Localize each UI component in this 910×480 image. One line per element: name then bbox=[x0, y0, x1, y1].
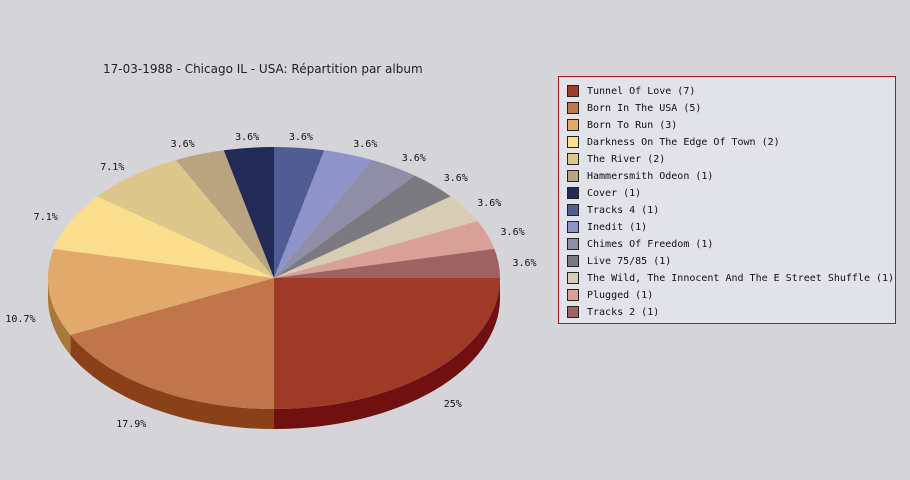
legend-swatch bbox=[567, 204, 579, 216]
pie-slice-4 bbox=[97, 159, 274, 278]
pie-slice-side-1 bbox=[70, 334, 274, 429]
pie-label-2: 10.7% bbox=[5, 314, 35, 325]
chart-title: 17-03-1988 - Chicago IL - USA: Répartiti… bbox=[103, 62, 423, 76]
pie-label-1: 17.9% bbox=[116, 419, 146, 430]
pie-slice-10 bbox=[274, 175, 451, 278]
pie-slice-13 bbox=[274, 248, 500, 278]
legend-item: Tracks 4 (1) bbox=[567, 203, 659, 217]
legend-item: Born In The USA (5) bbox=[567, 101, 701, 115]
legend-item: Darkness On The Edge Of Town (2) bbox=[567, 135, 780, 149]
legend-label: The Wild, The Innocent And The E Street … bbox=[587, 272, 895, 284]
legend-label: Born To Run (3) bbox=[587, 119, 678, 131]
pie-slice-12 bbox=[274, 221, 495, 278]
pie-label-5: 3.6% bbox=[171, 139, 195, 150]
pie-label-4: 7.1% bbox=[100, 162, 124, 173]
pie-label-8: 3.6% bbox=[353, 139, 377, 150]
legend-swatch bbox=[567, 85, 579, 97]
legend-item: Plugged (1) bbox=[567, 288, 653, 302]
pie-slice-side-0 bbox=[274, 278, 500, 429]
legend-swatch bbox=[567, 187, 579, 199]
legend-swatch bbox=[567, 136, 579, 148]
pie-label-13: 3.6% bbox=[512, 258, 536, 269]
legend-item: Hammersmith Odeon (1) bbox=[567, 169, 713, 183]
legend-swatch bbox=[567, 238, 579, 250]
pie-label-11: 3.6% bbox=[477, 198, 501, 209]
pie-slice-7 bbox=[274, 147, 325, 278]
pie-slice-side-2 bbox=[48, 278, 71, 355]
pie-label-3: 7.1% bbox=[34, 212, 58, 223]
legend-item: The River (2) bbox=[567, 152, 665, 166]
pie-slice-0 bbox=[274, 278, 500, 409]
legend-item: Inedit (1) bbox=[567, 220, 647, 234]
legend-item: Tracks 2 (1) bbox=[567, 305, 659, 319]
legend-swatch bbox=[567, 102, 579, 114]
legend-swatch bbox=[567, 170, 579, 182]
legend-item: Chimes Of Freedom (1) bbox=[567, 237, 713, 251]
legend-label: Chimes Of Freedom (1) bbox=[587, 238, 714, 250]
legend-label: Cover (1) bbox=[587, 187, 642, 199]
pie-label-0: 25% bbox=[444, 399, 462, 410]
legend-swatch bbox=[567, 119, 579, 131]
pie-slice-3 bbox=[53, 196, 274, 278]
legend-label: Live 75/85 (1) bbox=[587, 255, 672, 267]
legend-swatch bbox=[567, 221, 579, 233]
pie-slice-11 bbox=[274, 196, 478, 278]
legend-label: Tunnel Of Love (7) bbox=[587, 85, 696, 97]
legend-item: Live 75/85 (1) bbox=[567, 254, 671, 268]
pie-label-6: 3.6% bbox=[235, 132, 259, 143]
legend-item: Cover (1) bbox=[567, 186, 641, 200]
pie-slice-1 bbox=[70, 278, 274, 410]
pie-slice-8 bbox=[274, 150, 373, 278]
legend-swatch bbox=[567, 272, 579, 284]
legend-swatch bbox=[567, 255, 579, 267]
pie-slice-6 bbox=[223, 147, 274, 278]
legend-item: Tunnel Of Love (7) bbox=[567, 84, 695, 98]
pie-slice-2 bbox=[47, 248, 275, 335]
pie-label-7: 3.6% bbox=[289, 132, 313, 143]
legend-label: Born In The USA (5) bbox=[587, 102, 702, 114]
legend-label: The River (2) bbox=[587, 153, 666, 165]
legend-item: The Wild, The Innocent And The E Street … bbox=[567, 271, 894, 285]
legend-swatch bbox=[567, 289, 579, 301]
legend: Tunnel Of Love (7) Born In The USA (5) Bor… bbox=[558, 76, 896, 324]
pie-label-10: 3.6% bbox=[444, 173, 468, 184]
pie-label-12: 3.6% bbox=[501, 227, 525, 238]
pie-label-9: 3.6% bbox=[402, 153, 426, 164]
legend-label: Inedit (1) bbox=[587, 221, 648, 233]
pie-slice-5 bbox=[175, 150, 274, 278]
legend-swatch bbox=[567, 153, 579, 165]
legend-label: Darkness On The Edge Of Town (2) bbox=[587, 136, 780, 148]
legend-label: Tracks 4 (1) bbox=[587, 204, 660, 216]
legend-label: Hammersmith Odeon (1) bbox=[587, 170, 714, 182]
pie-slice-9 bbox=[274, 159, 415, 278]
legend-label: Tracks 2 (1) bbox=[587, 306, 660, 318]
legend-item: Born To Run (3) bbox=[567, 118, 677, 132]
legend-swatch bbox=[567, 306, 579, 318]
legend-label: Plugged (1) bbox=[587, 289, 654, 301]
